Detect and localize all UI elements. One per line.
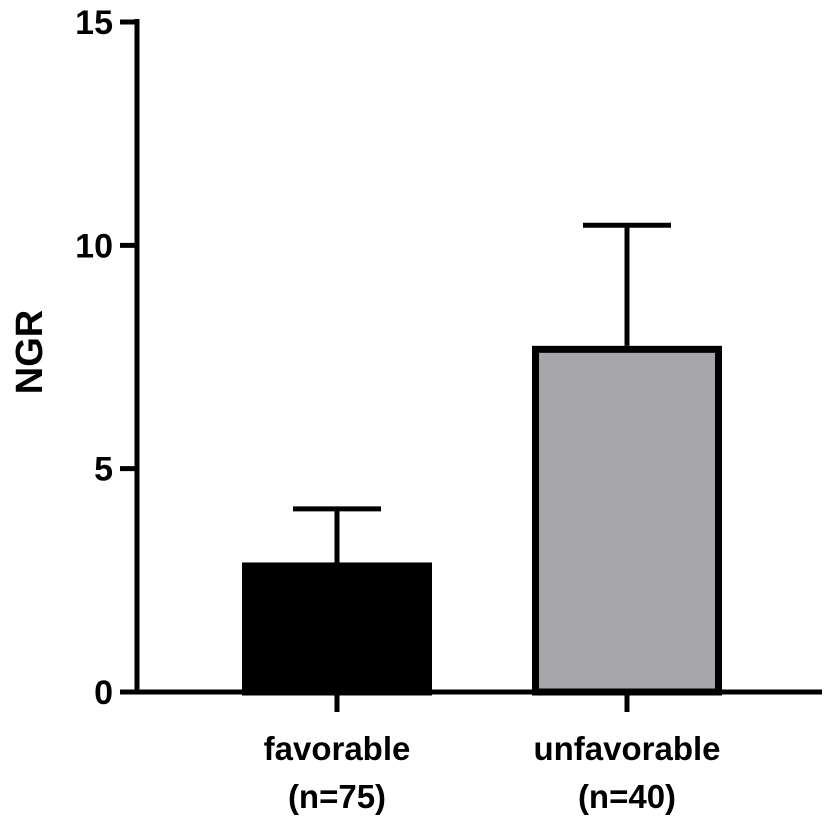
bar-1 <box>242 562 432 696</box>
y-tick-label-0: 0 <box>94 674 113 712</box>
bar-2 <box>532 345 722 696</box>
y-axis-title: NGR <box>9 310 51 394</box>
y-tick-label-5: 5 <box>94 451 113 489</box>
x-category-label-2: unfavorable <box>533 730 720 767</box>
y-tick-label-10: 10 <box>75 227 113 265</box>
axes: 0 5 10 15 favorable (n=75) unfavorable (n=40) <box>75 4 822 815</box>
plot-area <box>242 222 722 696</box>
x-category-count-2: (n=40) <box>578 778 676 815</box>
x-category-label-1: favorable <box>264 730 411 767</box>
y-tick-label-15: 15 <box>75 4 113 42</box>
x-category-count-1: (n=75) <box>288 778 386 815</box>
